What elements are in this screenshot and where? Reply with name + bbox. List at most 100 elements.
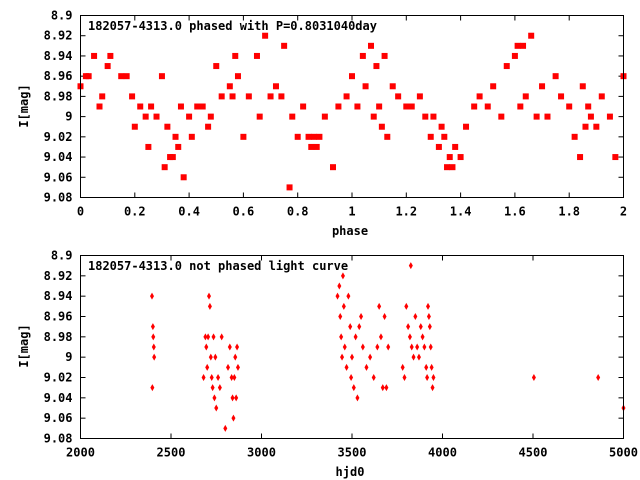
phased-data-point — [373, 63, 380, 70]
phased-data-point — [253, 52, 260, 59]
phased-y-tick-label: 8.92 — [44, 29, 73, 43]
phased-data-point — [343, 93, 350, 100]
phased-y-tick-label: 9.02 — [44, 130, 73, 144]
unphased-data-point — [378, 333, 383, 341]
unphased-data-point — [431, 374, 436, 381]
phased-data-point — [188, 133, 195, 140]
unphased-y-tick-label: 9.02 — [44, 371, 73, 385]
unphased-data-point — [207, 302, 212, 310]
phased-y-tick-label: 8.96 — [44, 69, 73, 83]
unphased-data-point — [364, 363, 369, 371]
phased-data-point — [457, 154, 464, 161]
phased-data-point — [272, 83, 279, 90]
unphased-data-point — [341, 302, 346, 310]
phased-data-point — [158, 73, 165, 80]
phased-data-point — [427, 133, 434, 140]
unphased-data-point — [353, 333, 358, 341]
phased-data-point — [593, 123, 600, 130]
unphased-data-point — [409, 343, 414, 351]
phased-data-point — [354, 103, 361, 110]
unphased-data-point — [426, 302, 431, 310]
phased-data-point — [335, 103, 342, 110]
unphased-x-tick-label: 3500 — [338, 446, 367, 460]
unphased-data-point — [152, 353, 157, 361]
phased-data-point — [511, 52, 518, 59]
phased-data-point — [289, 113, 296, 120]
unphased-data-point — [420, 333, 425, 341]
unphased-data-point — [150, 323, 155, 331]
phased-data-point — [104, 63, 111, 70]
phased-data-point — [99, 93, 106, 100]
phased-data-point — [435, 143, 442, 150]
phased-data-point — [520, 42, 527, 49]
phased-y-tick-label: 9 — [65, 110, 72, 124]
phased-data-point — [381, 52, 388, 59]
unphased-data-point — [233, 353, 238, 361]
unphased-data-point — [211, 333, 216, 341]
phased-x-tick-label: 0.2 — [124, 205, 146, 219]
phased-data-point — [226, 83, 233, 90]
phased-y-tick-label: 9.04 — [44, 150, 73, 164]
unphased-data-point — [355, 394, 360, 402]
unphased-data-point — [415, 343, 420, 351]
phased-data-point — [177, 103, 184, 110]
unphased-x-tick-labels: 2000 2500 3000 3500 4000 4500 5000 — [66, 446, 638, 460]
phased-x-tick-label: 0 — [77, 205, 84, 219]
phased-x-tick-label: 1.8 — [558, 205, 580, 219]
phased-data-point — [153, 113, 160, 120]
unphased-data-point — [359, 313, 364, 320]
unphased-data-point — [231, 414, 236, 422]
unphased-y-tick-label: 8.9 — [51, 249, 73, 263]
phased-data-point — [522, 93, 529, 100]
phased-y-tick-label: 8.9 — [51, 9, 73, 23]
unphased-data-point — [427, 323, 432, 331]
phased-data-point — [370, 113, 377, 120]
phased-data-point — [446, 154, 453, 161]
phased-data-point — [378, 123, 385, 130]
unphased-data-point — [416, 353, 421, 361]
phased-data-point — [186, 113, 193, 120]
phased-data-point — [362, 83, 369, 90]
phased-data-point — [107, 52, 114, 59]
phased-data-point — [194, 103, 201, 110]
unphased-data-point — [386, 343, 391, 351]
unphased-data-point — [235, 363, 240, 371]
phased-data-point — [389, 83, 396, 90]
unphased-data-point — [408, 262, 413, 270]
unphased-data-point — [360, 343, 365, 351]
phased-data-point — [452, 143, 459, 150]
unphased-data-point — [339, 333, 344, 341]
phased-x-tick-label: 0.4 — [178, 205, 200, 219]
unphased-data-point — [207, 292, 212, 300]
unphased-data-point — [204, 343, 209, 351]
unphased-data-point — [382, 313, 387, 320]
unphased-data-point — [340, 272, 345, 280]
phased-data-point — [278, 93, 285, 100]
phased-axis-group: 8.9 8.92 8.94 8.96 8.98 9 9.02 9.04 9.06 9.08 0 0.… — [44, 9, 628, 219]
phased-data-point — [245, 93, 252, 100]
phased-data-point — [229, 93, 236, 100]
phased-data-point — [606, 113, 613, 120]
unphased-y-tick-label: 9 — [65, 350, 72, 364]
phased-data-point — [571, 133, 578, 140]
phased-x-tick-label: 1.2 — [395, 205, 417, 219]
unphased-data-point — [150, 384, 155, 392]
phased-data-point — [544, 113, 551, 120]
unphased-data-point — [217, 384, 222, 392]
phased-y-tick-label: 8.94 — [44, 49, 73, 63]
phased-data-point — [145, 143, 152, 150]
unphased-data-point — [151, 343, 156, 351]
phased-y-tick-label: 9.08 — [44, 191, 73, 205]
phased-data-point — [422, 113, 429, 120]
unphased-data-point — [335, 292, 340, 300]
unphased-data-point — [407, 333, 412, 341]
phased-data-point — [438, 123, 445, 130]
phased-x-tick-label: 0.8 — [287, 205, 309, 219]
phased-data-point — [300, 103, 307, 110]
unphased-data-point — [428, 343, 433, 351]
unphased-data-point — [223, 424, 228, 432]
unphased-data-point — [380, 384, 385, 392]
unphased-data-point — [214, 404, 219, 412]
unphased-data-point — [413, 313, 418, 320]
